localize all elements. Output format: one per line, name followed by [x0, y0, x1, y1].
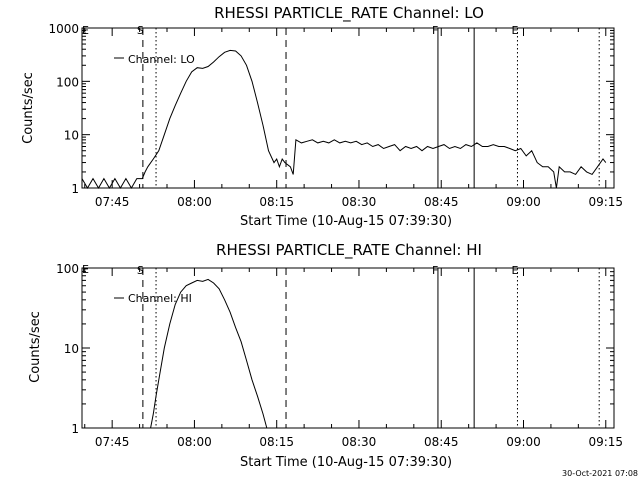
plot-frame [81, 27, 615, 189]
y-tick-label: 1 [71, 182, 79, 196]
legend-label: Channel: LO [128, 53, 195, 66]
x-tick-label: 08:15 [259, 195, 294, 209]
event-marker-label: E [511, 24, 518, 37]
x-tick-label: 08:00 [177, 195, 212, 209]
panel-hi: RHESSI PARTICLE_RATE Channel: HI Start T… [28, 241, 623, 470]
x-tick-label: 07:45 [95, 195, 130, 209]
series-line [81, 49, 607, 189]
x-tick-label: 08:15 [259, 435, 294, 449]
chart-title: RHESSI PARTICLE_RATE Channel: HI [216, 241, 482, 260]
y-tick-label: 10 [64, 342, 79, 356]
y-tick-label: 1 [71, 422, 79, 436]
y-tick-label: 100 [56, 75, 79, 89]
y-tick-label: 100 [56, 262, 79, 276]
x-tick-label: 07:45 [95, 435, 130, 449]
event-marker-label: F [432, 264, 438, 277]
y-tick-label: 10 [64, 129, 79, 143]
x-axis-label: Start Time (10-Aug-15 07:39:30) [240, 455, 452, 470]
x-tick-label: 09:00 [506, 435, 541, 449]
panel-lo: RHESSI PARTICLE_RATE Channel: LO Start T… [21, 4, 623, 229]
x-tick-label: 08:45 [424, 195, 459, 209]
x-tick-label: 09:15 [588, 195, 623, 209]
legend-label: Channel: HI [128, 292, 192, 305]
x-tick-label: 08:00 [177, 435, 212, 449]
x-tick-label: 08:30 [342, 195, 377, 209]
x-tick-label: 08:30 [342, 435, 377, 449]
event-marker-label: E [511, 264, 518, 277]
y-axis-label: Counts/sec [28, 311, 43, 383]
edge-label: E [82, 263, 89, 276]
event-marker-label: S [137, 264, 144, 277]
event-marker-label: F [432, 24, 438, 37]
x-tick-label: 09:00 [506, 195, 541, 209]
event-marker-label: S [137, 24, 144, 37]
y-tick-label: 1000 [48, 22, 79, 36]
x-axis-label: Start Time (10-Aug-15 07:39:30) [240, 214, 452, 229]
chart-title: RHESSI PARTICLE_RATE Channel: LO [214, 4, 484, 23]
series-line [150, 278, 268, 429]
x-tick-label: 08:45 [424, 435, 459, 449]
x-tick-label: 09:15 [588, 435, 623, 449]
y-axis-label: Counts/sec [21, 72, 36, 144]
timestamp-footer: 30-Oct-2021 07:08 [562, 469, 638, 478]
